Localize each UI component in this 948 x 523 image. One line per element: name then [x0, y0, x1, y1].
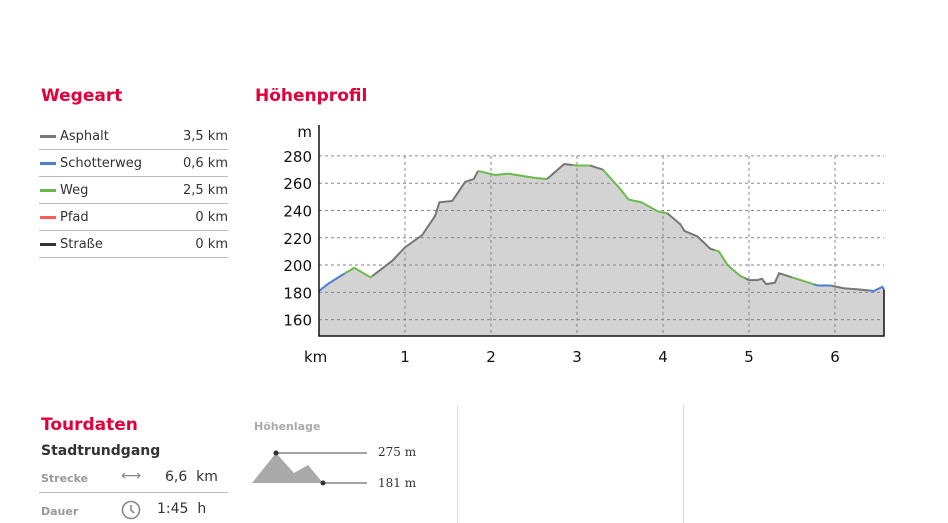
- x-tick-label: 5: [744, 348, 754, 366]
- legend-item: Weg 2,5 km: [39, 177, 228, 204]
- legend-label: Schotterweg: [60, 155, 143, 171]
- tour-name: Stadtrundgang: [41, 443, 161, 459]
- legend-label: Pfad: [60, 209, 89, 225]
- distance-arrow-icon: ⟷: [121, 468, 142, 484]
- legend-value: 0 km: [195, 209, 228, 225]
- legend-item: Schotterweg 0,6 km: [39, 150, 228, 177]
- strecke-value: 6,6 km: [165, 469, 218, 485]
- profile-segment-weg: [791, 276, 814, 286]
- legend-swatch: [40, 134, 56, 138]
- legend-label: Asphalt: [60, 128, 109, 144]
- x-tick-label: 1: [400, 348, 410, 366]
- profile-segment-asphalt: [546, 163, 573, 180]
- y-tick-label: 240: [283, 202, 312, 220]
- hoehenlage-title: Höhenlage: [254, 420, 321, 433]
- dauer-value: 1:45 h: [157, 501, 207, 517]
- x-tick-label: 2: [486, 348, 496, 366]
- legend-label: Weg: [60, 182, 89, 198]
- profile-segment-weg: [714, 249, 746, 279]
- legend-value: 0,6 km: [183, 155, 228, 171]
- y-tick-label: 160: [283, 312, 312, 330]
- profile-segment-schotterweg: [869, 285, 885, 293]
- legend-swatch: [40, 161, 56, 165]
- profile-segment-asphalt: [830, 284, 870, 292]
- profile-segment-weg: [602, 168, 668, 215]
- chart-title: Höhenprofil: [255, 86, 368, 106]
- wegeart-title: Wegeart: [41, 86, 123, 106]
- y-tick-label: 220: [283, 230, 312, 248]
- legend-item: Pfad 0 km: [39, 204, 228, 231]
- profile-segment-asphalt: [371, 170, 479, 277]
- elevation-area: [319, 164, 884, 336]
- profile-segment-asphalt: [666, 212, 715, 252]
- x-tick-label: 6: [830, 348, 840, 366]
- legend-swatch: [40, 188, 56, 192]
- profile-segment-schotterweg: [318, 272, 346, 292]
- legend-value: 0 km: [195, 236, 228, 252]
- x-axis-label: km: [304, 348, 327, 366]
- tourdaten-title: Tourdaten: [41, 415, 138, 435]
- divider: [683, 405, 684, 523]
- dauer-label: Dauer: [41, 505, 79, 518]
- y-tick-label: 260: [283, 175, 312, 193]
- x-tick-label: 4: [658, 348, 668, 366]
- y-axis-label: m: [297, 123, 312, 141]
- profile-segment-schotterweg: [813, 283, 831, 287]
- chart-axes: [318, 125, 885, 337]
- legend-item: Straße 0 km: [39, 231, 228, 258]
- legend-value: 3,5 km: [183, 128, 228, 144]
- elevation-chart: 160 180 200 220 240 260 280 1 2 3 4 5 6 m km: [283, 123, 885, 366]
- wegeart-legend: Asphalt 3,5 km Schotterweg 0,6 km Weg 2,5 km P…: [39, 123, 228, 258]
- divider: [39, 492, 228, 493]
- y-tick-label: 280: [283, 148, 312, 166]
- profile-segment-weg: [477, 169, 547, 181]
- strecke-label: Strecke: [41, 472, 89, 485]
- mountain-icon: [252, 450, 367, 486]
- legend-item: Asphalt 3,5 km: [39, 123, 228, 150]
- divider: [457, 405, 458, 523]
- legend-swatch: [40, 215, 56, 219]
- y-tick-label: 200: [283, 257, 312, 275]
- y-tick-label: 180: [283, 284, 312, 302]
- max-elevation: 275 m: [378, 445, 417, 459]
- profile-segment-asphalt: [589, 164, 604, 171]
- profile-segment-asphalt: [744, 272, 793, 286]
- min-elevation: 181 m: [378, 476, 417, 490]
- x-tick-label: 3: [572, 348, 582, 366]
- legend-value: 2,5 km: [183, 182, 228, 198]
- profile-segment-weg: [344, 266, 373, 279]
- legend-swatch: [40, 242, 56, 246]
- legend-label: Straße: [60, 236, 103, 252]
- clock-icon: [121, 500, 141, 520]
